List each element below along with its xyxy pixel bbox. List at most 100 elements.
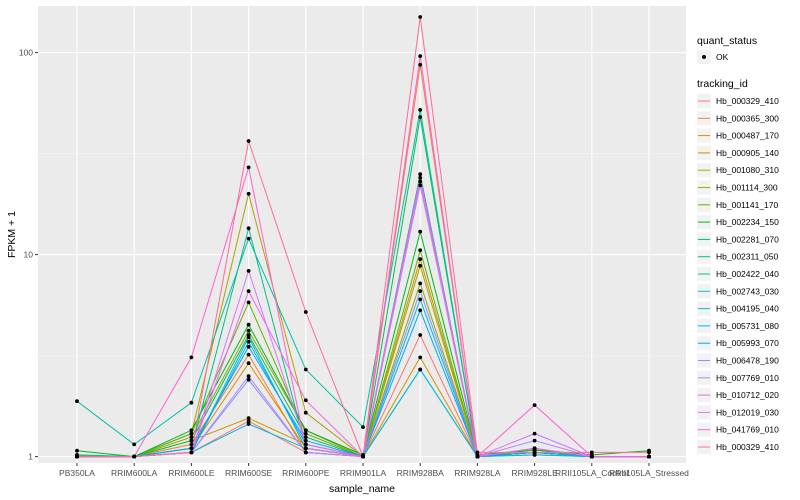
x-tick-label: RRIM901LA — [340, 468, 387, 478]
data-point — [418, 333, 423, 337]
legend: quant_status OK tracking_id Hb_000329_41… — [697, 35, 779, 454]
legend-label: Hb_041769_010 — [716, 425, 779, 435]
data-point — [418, 179, 423, 184]
data-point — [189, 428, 194, 433]
legend-key-point — [702, 55, 706, 59]
data-point — [246, 422, 251, 426]
data-point — [303, 435, 308, 439]
legend-label: Hb_007769_010 — [716, 373, 779, 383]
data-point — [361, 425, 365, 429]
data-point — [189, 355, 194, 360]
data-point — [246, 322, 251, 327]
legend-label: OK — [716, 52, 729, 62]
data-point — [418, 15, 423, 19]
x-tick-label: RRIM928BA — [397, 468, 445, 478]
data-point — [475, 450, 480, 455]
series-points — [75, 15, 651, 459]
data-point — [418, 183, 423, 188]
x-tick-label: RRII105LA_Control — [555, 468, 629, 478]
legend-label: Hb_000365_300 — [716, 113, 779, 123]
data-point — [75, 399, 79, 404]
legend-label: Hb_000905_140 — [716, 148, 779, 158]
data-point — [246, 226, 251, 231]
data-point — [303, 442, 308, 447]
data-point — [246, 361, 251, 366]
legend-label: Hb_012019_030 — [716, 407, 779, 417]
data-point — [418, 263, 423, 268]
data-point — [361, 454, 365, 459]
data-point — [189, 450, 194, 455]
data-point — [246, 269, 251, 273]
data-point — [132, 442, 137, 447]
data-point — [418, 308, 423, 313]
data-point — [246, 289, 251, 293]
data-point — [589, 450, 594, 455]
data-point — [418, 355, 423, 360]
panel-background — [38, 6, 686, 463]
data-point — [532, 403, 537, 407]
data-point — [418, 175, 423, 180]
data-point — [246, 374, 251, 379]
data-point — [418, 257, 423, 261]
data-point — [189, 431, 194, 436]
y-tick-labels: 1 10 100 — [19, 48, 33, 462]
data-point — [189, 400, 194, 405]
data-point — [532, 446, 537, 451]
data-point — [303, 446, 308, 451]
legend-label: Hb_000329_410 — [716, 96, 779, 106]
data-point — [189, 438, 194, 443]
data-point — [189, 435, 194, 439]
legend-label: Hb_001141_170 — [716, 200, 779, 210]
data-point — [303, 450, 308, 455]
data-point — [418, 367, 423, 372]
data-point — [475, 454, 480, 459]
data-point — [246, 300, 251, 305]
data-point — [589, 454, 594, 459]
y-tick-label: 100 — [19, 48, 33, 58]
legend-title-quant-status: quant_status — [697, 35, 757, 47]
data-point — [246, 377, 251, 382]
data-point — [303, 428, 308, 433]
y-tick-label: 1 — [28, 452, 33, 462]
legend-label: Hb_002281_070 — [716, 234, 779, 244]
data-point — [418, 229, 423, 234]
data-point — [246, 139, 251, 143]
data-point — [303, 367, 308, 372]
data-point — [246, 236, 251, 241]
legend-label: Hb_010712_020 — [716, 390, 779, 400]
legend-label: Hb_004195_040 — [716, 304, 779, 314]
data-point — [75, 454, 79, 459]
data-point — [303, 410, 308, 415]
x-tick-label: RRIM600LA — [111, 468, 158, 478]
data-point — [532, 431, 537, 436]
legend-label: Hb_002311_050 — [716, 252, 779, 262]
x-tick-label: RRIM600SE — [225, 468, 273, 478]
legend-label: Hb_006478_190 — [716, 356, 779, 366]
legend-label: Hb_005993_070 — [716, 338, 779, 348]
data-point — [246, 339, 251, 344]
data-point — [303, 310, 308, 314]
x-tick-label: RRIM600PE — [282, 468, 330, 478]
legend-series-entries: Hb_000329_410 Hb_000365_300 Hb_000487_170 H… — [697, 94, 779, 454]
data-point — [532, 438, 537, 443]
data-point — [532, 450, 537, 455]
x-tick-label: PB350LA — [59, 468, 95, 478]
legend-title-tracking-id: tracking_id — [697, 78, 748, 90]
major-grid — [38, 6, 686, 463]
data-point — [647, 450, 651, 455]
x-tick-label: RRIM928LE — [511, 468, 558, 478]
data-point — [75, 448, 79, 453]
data-point — [418, 297, 423, 302]
data-point — [418, 108, 423, 112]
axis-ticks — [35, 52, 650, 466]
legend-label: Hb_002422_040 — [716, 269, 779, 279]
legend-label: Hb_005731_080 — [716, 321, 779, 331]
data-point — [418, 172, 423, 177]
legend-label: Hb_001080_310 — [716, 165, 779, 175]
data-point — [303, 431, 308, 436]
data-point — [303, 438, 308, 443]
data-point — [418, 62, 423, 67]
data-point — [246, 416, 251, 421]
x-tick-label: RRII105LA_Stressed — [609, 468, 689, 478]
data-point — [189, 442, 194, 447]
